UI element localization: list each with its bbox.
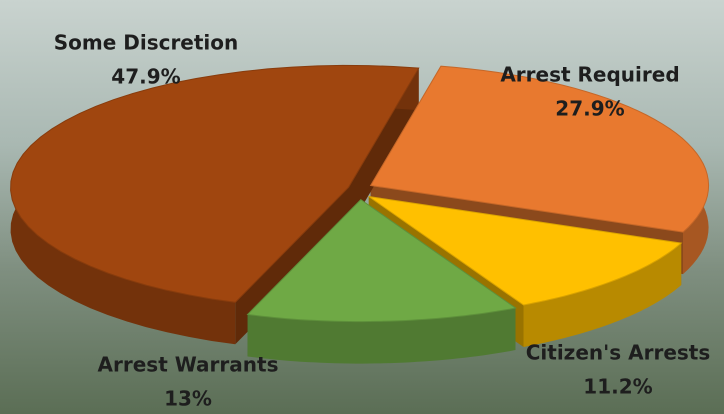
slice-label: Citizen's Arrests	[526, 341, 711, 365]
slice	[10, 64, 420, 303]
slice-side	[523, 243, 682, 347]
slice-label: Arrest Warrants	[98, 353, 279, 377]
slice	[246, 198, 517, 323]
value-label: 13%	[164, 387, 212, 411]
slice-label: Some Discretion	[54, 31, 239, 55]
value-label: 11.2%	[583, 375, 652, 399]
value-label: 27.9%	[555, 97, 624, 121]
slice-side	[247, 308, 516, 364]
slice-label: Arrest Required	[500, 63, 679, 87]
slice	[368, 196, 683, 306]
slice	[369, 65, 710, 233]
value-label: 47.9%	[111, 65, 180, 89]
